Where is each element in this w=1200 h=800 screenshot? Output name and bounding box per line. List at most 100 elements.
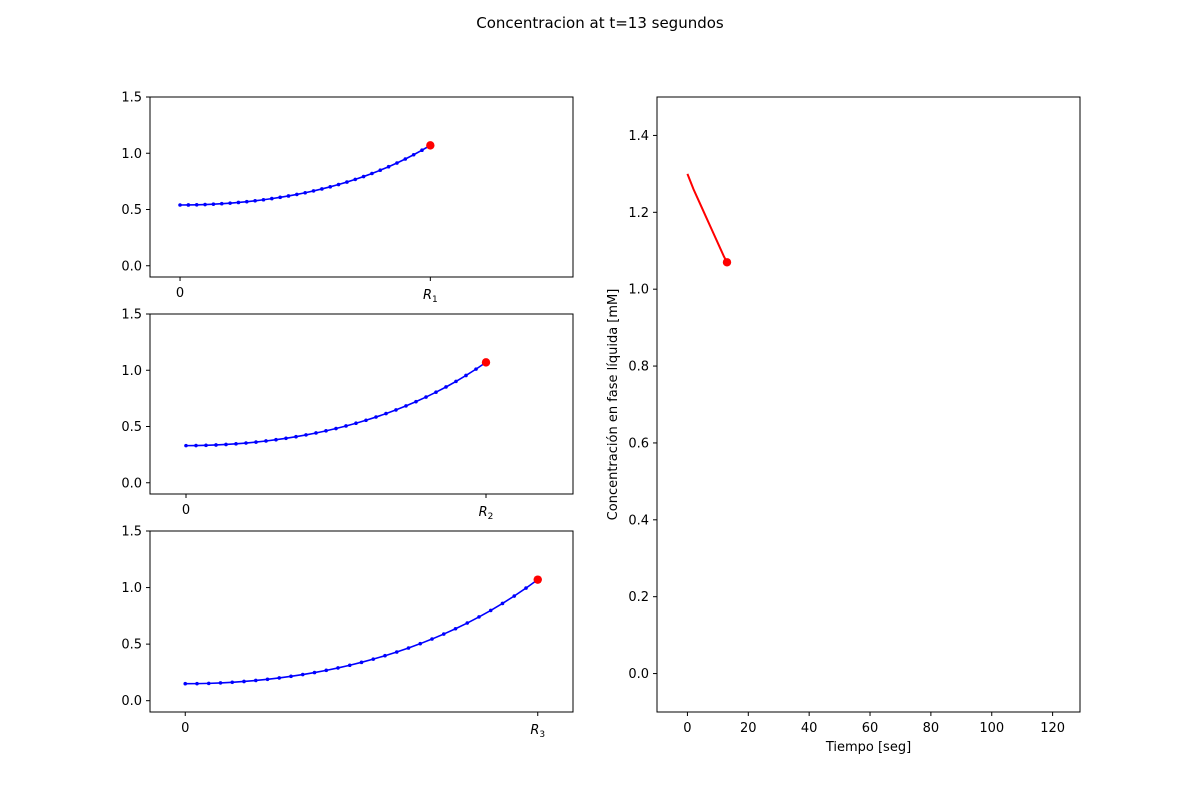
liquid-phase-ytick-label: 1.4 — [628, 129, 649, 144]
panel-3-profile-point — [242, 679, 246, 684]
panel-2-profile-point — [184, 443, 188, 448]
panel-1-profile-point — [295, 192, 299, 197]
panel-3: 0.0 0.5 1.0 1.5 0 R3 — [121, 525, 574, 740]
panel-3-profile-line — [185, 578, 539, 685]
panel-3-profile-point — [453, 626, 458, 631]
liquid-phase-xtick-label: 20 — [740, 721, 757, 736]
panel-3-ytick-label: 0.5 — [121, 638, 142, 653]
panel-3-xtick-label-zero: 0 — [181, 721, 189, 736]
panel-3-profile-point — [253, 678, 258, 683]
panel-1-profile-point — [311, 189, 316, 193]
liquid-phase-xtick-label: 100 — [979, 721, 1004, 736]
panel-2-surface-marker — [481, 358, 491, 367]
panel-2-profile-point — [374, 415, 378, 419]
panel-1-profile-point — [261, 197, 266, 202]
panel-2-xtick-label-zero: 0 — [182, 503, 190, 518]
panel-3-profile-point — [524, 586, 528, 590]
liquid-phase: 0.0 0.2 0.4 0.6 0.8 1.0 1.2 1.4 0 20 40 60 80 100 120 T… — [606, 96, 1081, 755]
panel-1-profile-point — [345, 180, 349, 184]
panel-2-frame — [149, 313, 574, 495]
panel-3-profile-point — [336, 666, 340, 670]
panel-2-profile-point — [294, 434, 298, 439]
panel-3-profile-point — [394, 650, 399, 654]
panel-3-profile-point — [183, 681, 188, 686]
liquid-phase-ytick-label: 1.2 — [628, 206, 649, 221]
panel-2-profile-point — [474, 367, 478, 371]
panel-2-radius-symbol: R — [479, 505, 488, 520]
panel-1: 0.0 0.5 1.0 1.5 0 R1 — [121, 91, 574, 305]
panel-1-profile-point — [336, 182, 341, 187]
panel-1-profile-point — [378, 168, 383, 173]
panel-3-ytick-label: 0.0 — [121, 694, 142, 709]
panel-1-profile-point — [328, 185, 333, 189]
panel-1-profile-point — [253, 198, 257, 203]
panel-3-ytick-label: 1.0 — [121, 581, 142, 596]
panel-2-profile-point — [214, 443, 218, 447]
panel-1-profile-point — [370, 171, 374, 176]
liquid-phase-frame — [656, 96, 1081, 713]
figure-title: Concentracion at t=13 segundos — [476, 14, 724, 32]
panel-1-xtick-label-zero: 0 — [176, 286, 184, 301]
panel-2-ytick-label: 0.5 — [121, 420, 142, 435]
panel-3-profile-point — [488, 608, 493, 613]
panel-1-profile-point — [286, 194, 291, 198]
panel-1-profile-point — [403, 157, 408, 161]
panel-3-profile-point — [230, 680, 235, 685]
panel-2-profile-point — [314, 431, 318, 435]
panel-2-profile-point — [274, 437, 278, 442]
panel-2-profile-point — [324, 429, 328, 433]
panel-2-ytick-label: 1.0 — [121, 364, 142, 379]
plots-layer: 0.00.51.01.50 R10.00.51.01.50 R20.00.51.01… — [121, 91, 1081, 755]
panel-3-profile-point — [195, 681, 199, 686]
panel-1-profile-point — [228, 201, 232, 205]
panel-3-profile-point — [312, 670, 317, 675]
liquid-phase-ytick-label: 0.6 — [628, 436, 649, 451]
x-axis-label: Tiempo [seg] — [825, 740, 911, 755]
panel-1-profile-point — [236, 200, 241, 205]
panel-2-profile-point — [244, 441, 248, 445]
panel-1-surface-marker — [426, 141, 435, 150]
panel-2-profile-point — [384, 411, 388, 416]
panel-3-xtick-label-radius: R3 — [530, 723, 545, 740]
liquid-phase-ytick-label: 0.8 — [628, 360, 649, 375]
panel-1-profile-point — [386, 164, 391, 169]
panel-3-profile-point — [465, 621, 470, 625]
panel-3-profile-point — [477, 615, 481, 619]
liquid-phase-ytick-label: 0.4 — [628, 513, 649, 528]
panel-3-profile-point — [218, 681, 223, 685]
panel-2-profile-point — [424, 395, 428, 399]
liquid-phase-xtick-label: 80 — [923, 721, 940, 736]
panel-2-radius-subscript: 2 — [488, 512, 494, 522]
panel-1-profile-point — [203, 202, 207, 207]
panel-1-profile-point — [395, 161, 399, 165]
liquid-phase-ytick-label: 1.0 — [628, 283, 649, 298]
panel-3-radius-symbol: R — [530, 723, 539, 738]
panel-2-profile-point — [454, 379, 458, 384]
panel-3-profile-point — [289, 674, 293, 679]
panel-3-profile-point — [430, 637, 434, 641]
panel-2-profile-point — [304, 433, 308, 437]
panel-2-profile-point — [254, 440, 258, 444]
panel-1-profile-point — [353, 177, 358, 182]
panel-1-profile-point — [361, 174, 366, 179]
panel-1-profile-point — [278, 195, 282, 200]
panel-1-ytick-label: 0.5 — [121, 203, 142, 218]
liquid-phase-xtick-label: 40 — [801, 721, 818, 736]
panel-3-profile-point — [512, 594, 517, 598]
liquid-phase-ytick-label: 0.0 — [628, 667, 649, 682]
panel-2-profile-point — [234, 442, 238, 446]
panel-3-profile-point — [265, 677, 270, 682]
panel-2: 0.0 0.5 1.0 1.5 0 R2 — [121, 308, 574, 522]
y-axis-label: Concentración en fase líquida [mM] — [606, 289, 621, 521]
panel-1-profile-point — [178, 203, 182, 207]
panel-3-profile-point — [418, 641, 423, 646]
panel-2-profile-point — [344, 424, 348, 428]
panel-2-profile-point — [284, 436, 288, 441]
panel-2-profile-point — [444, 385, 448, 389]
panel-1-profile-point — [219, 201, 224, 206]
panel-1-profile-line — [180, 144, 431, 206]
panel-1-ytick-label: 0.0 — [121, 259, 142, 274]
liquid-phase-current-marker — [722, 258, 732, 267]
panel-1-profile-point — [420, 148, 424, 153]
